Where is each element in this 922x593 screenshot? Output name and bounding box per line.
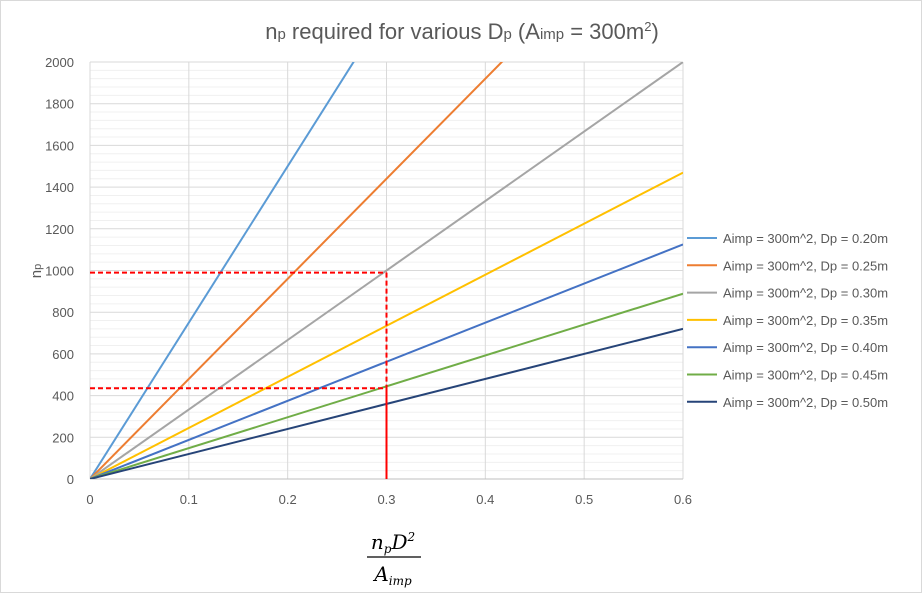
legend-label: Aimp = 300m^2, Dp = 0.50m bbox=[723, 395, 888, 410]
y-tick-label: 1200 bbox=[45, 222, 74, 237]
x-axis-label: npD2 Aimp bbox=[367, 530, 421, 588]
y-tick-label: 600 bbox=[52, 347, 74, 362]
svg-text:Aimp: Aimp bbox=[372, 562, 412, 588]
chart-title: np required for various Dp (Aimp = 300m2… bbox=[265, 19, 659, 44]
y-tick-label: 1000 bbox=[45, 264, 74, 279]
y-tick-label: 800 bbox=[52, 305, 74, 320]
y-tick-label: 0 bbox=[67, 472, 74, 487]
series-line bbox=[90, 62, 355, 479]
legend-label: Aimp = 300m^2, Dp = 0.20m bbox=[723, 231, 888, 246]
legend: Aimp = 300m^2, Dp = 0.20m Aimp = 300m^2, … bbox=[687, 231, 888, 410]
x-tick-label: 0.3 bbox=[377, 492, 395, 507]
x-tick-label: 0.1 bbox=[180, 492, 198, 507]
legend-label: Aimp = 300m^2, Dp = 0.25m bbox=[723, 258, 888, 273]
y-tick-label: 1600 bbox=[45, 138, 74, 153]
legend-label: Aimp = 300m^2, Dp = 0.35m bbox=[723, 313, 888, 328]
y-axis-label: np bbox=[28, 264, 45, 278]
legend-label: Aimp = 300m^2, Dp = 0.30m bbox=[723, 286, 888, 301]
legend-label: Aimp = 300m^2, Dp = 0.45m bbox=[723, 368, 888, 383]
y-tick-label: 400 bbox=[52, 389, 74, 404]
legend-label: Aimp = 300m^2, Dp = 0.40m bbox=[723, 340, 888, 355]
y-tick-label: 1800 bbox=[45, 97, 74, 112]
x-tick-label: 0.4 bbox=[476, 492, 494, 507]
series-line bbox=[90, 62, 683, 479]
series-line bbox=[90, 171, 683, 479]
svg-text:npD2: npD2 bbox=[371, 530, 415, 556]
y-tick-label: 1400 bbox=[45, 180, 74, 195]
series-line bbox=[90, 62, 504, 479]
y-tick-label: 2000 bbox=[45, 55, 74, 70]
x-tick-label: 0.2 bbox=[279, 492, 297, 507]
x-tick-label: 0.5 bbox=[575, 492, 593, 507]
x-tick-label: 0 bbox=[86, 492, 93, 507]
x-tick-label: 0.6 bbox=[674, 492, 692, 507]
y-tick-label: 200 bbox=[52, 430, 74, 445]
